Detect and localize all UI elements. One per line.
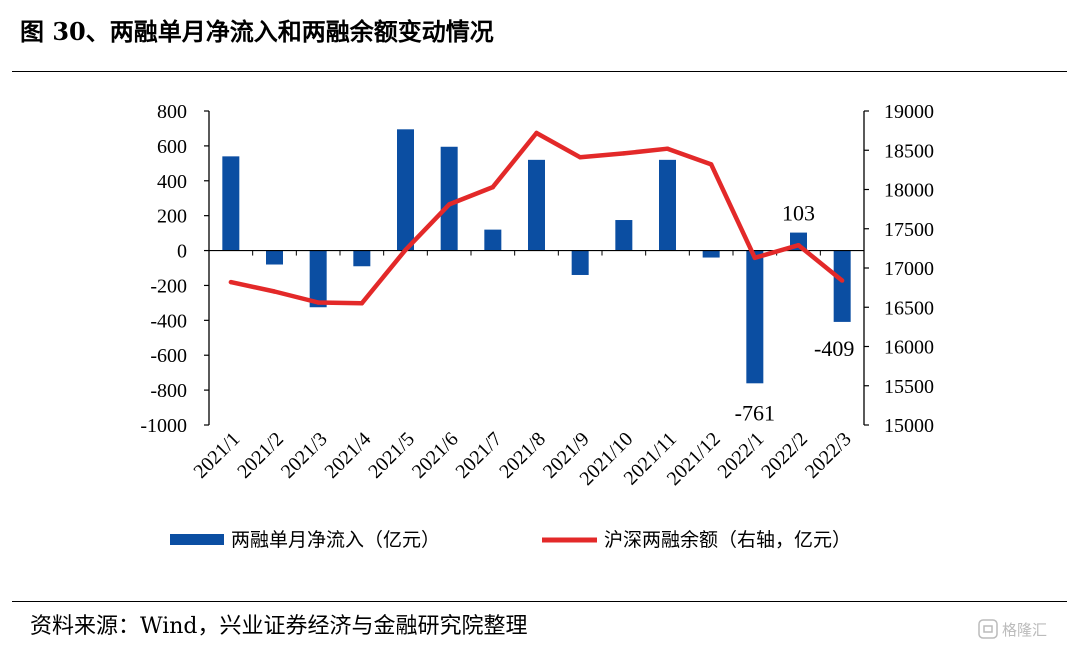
x-tick-label: 2021/7 bbox=[452, 428, 507, 483]
source-note: 资料来源：Wind，兴业证券经济与金融研究院整理 bbox=[30, 614, 528, 639]
line-point-2021/12 bbox=[708, 162, 714, 167]
y-right-tick-label: 16000 bbox=[884, 337, 934, 359]
line-point-2021/1 bbox=[228, 279, 234, 285]
line-point-2022/3 bbox=[839, 278, 845, 283]
bar-2021/2 bbox=[266, 250, 283, 265]
bar-2021/8 bbox=[528, 159, 545, 251]
top-rule bbox=[12, 71, 1067, 72]
chart-title: 图 30、两融单月净流入和两融余额变动情况 bbox=[20, 17, 494, 46]
bar-2021/5 bbox=[397, 129, 414, 251]
bottom-rule bbox=[12, 601, 1067, 602]
bar-2021/11 bbox=[659, 159, 676, 251]
x-tick-label: 2022/2 bbox=[757, 428, 812, 483]
x-tick-label: 2021/6 bbox=[408, 428, 463, 483]
line-point-2021/8 bbox=[534, 130, 539, 136]
y-right-tick-label: 18500 bbox=[884, 140, 934, 162]
y-left-tick-label: -1000 bbox=[140, 415, 187, 437]
y-left-tick-label: 800 bbox=[157, 101, 187, 123]
x-tick-label: 2022/1 bbox=[714, 428, 769, 483]
watermark: 格隆汇 bbox=[978, 619, 1047, 639]
y-left-tick-label: 400 bbox=[157, 171, 187, 193]
y-left-tick-label: -600 bbox=[150, 345, 187, 367]
x-tick-label: 2021/3 bbox=[277, 428, 332, 483]
bar-2021/4 bbox=[353, 250, 371, 267]
bar-2021/1 bbox=[222, 156, 240, 251]
x-tick-label: 2022/3 bbox=[801, 428, 856, 483]
line-point-2021/5 bbox=[403, 247, 408, 253]
line-point-2021/7 bbox=[490, 184, 496, 190]
legend-label-line: 沪深两融余额（右轴，亿元） bbox=[604, 529, 851, 551]
bar-2021/12 bbox=[702, 250, 720, 258]
y-right-tick-label: 19000 bbox=[884, 101, 934, 123]
y-right-tick-label: 17500 bbox=[884, 219, 934, 241]
line-point-2021/10 bbox=[621, 151, 627, 156]
bar-2022/1 bbox=[746, 250, 764, 384]
bar-2021/6 bbox=[440, 146, 458, 251]
watermark-logo-icon bbox=[978, 619, 998, 639]
x-tick-label: 2021/5 bbox=[364, 428, 419, 483]
x-tick-label: 2021/2 bbox=[233, 428, 288, 483]
line-point-2021/3 bbox=[315, 300, 321, 305]
line-point-2022/2 bbox=[796, 243, 801, 248]
watermark-text: 格隆汇 bbox=[1002, 621, 1047, 639]
y-left-tick-label: -200 bbox=[150, 275, 187, 297]
y-right-tick-label: 15500 bbox=[884, 376, 934, 398]
bar-2021/10 bbox=[615, 220, 633, 251]
y-right-tick-label: 18000 bbox=[884, 180, 934, 202]
bar-2022/3 bbox=[833, 250, 851, 322]
y-right-tick-label: 17000 bbox=[884, 258, 934, 280]
line-point-2021/2 bbox=[272, 289, 277, 294]
y-right-tick-label: 15000 bbox=[884, 415, 934, 437]
line-point-2021/6 bbox=[446, 202, 452, 207]
line-point-2021/9 bbox=[577, 155, 583, 160]
bar-2021/9 bbox=[571, 250, 589, 275]
data-label-2022/2: 103 bbox=[782, 201, 815, 226]
chart: 800 600 400 200 0 -200 -400 -600 -800 -1000 19000 1… bbox=[140, 101, 934, 551]
data-label-2022/1: -761 bbox=[735, 400, 775, 425]
y-left-tick-label: -400 bbox=[150, 310, 187, 332]
legend-swatch-bar bbox=[170, 534, 224, 545]
y-left-tick-label: -800 bbox=[150, 380, 187, 402]
x-tick-label: 2021/8 bbox=[495, 428, 550, 483]
x-tick-label: 2021/4 bbox=[321, 428, 376, 483]
y-left-tick-label: 600 bbox=[157, 136, 187, 158]
data-label-2022/3: -409 bbox=[814, 336, 854, 361]
y-left-tick-label: 200 bbox=[157, 206, 187, 228]
x-tick-label: 2021/1 bbox=[190, 428, 245, 483]
y-left-tick-label: 0 bbox=[177, 241, 187, 263]
y-right-tick-label: 16500 bbox=[884, 297, 934, 319]
line-point-2021/11 bbox=[665, 146, 670, 151]
line-point-2021/4 bbox=[359, 301, 365, 306]
legend-label-bar: 两融单月净流入（亿元） bbox=[231, 529, 440, 551]
bar-2021/7 bbox=[484, 229, 502, 251]
bar-2021/3 bbox=[309, 250, 327, 308]
line-point-2022/1 bbox=[752, 255, 758, 260]
